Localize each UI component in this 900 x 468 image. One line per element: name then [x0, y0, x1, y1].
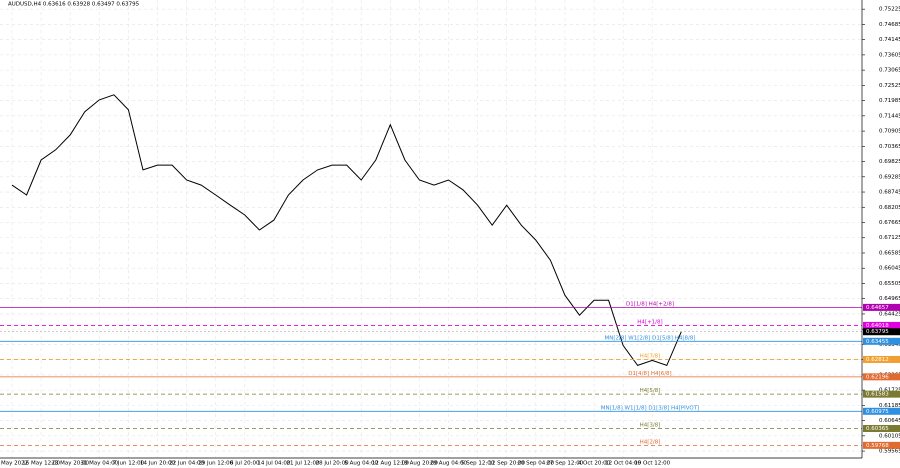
- x-tick-label: 20 Sep 04:00: [517, 461, 554, 467]
- x-tick-label: 31 May 04:00: [80, 461, 118, 467]
- price-tag: [863, 390, 900, 398]
- y-tick-label: 0.74685: [879, 22, 900, 28]
- price-tag: [863, 407, 900, 415]
- price-tag-label: 0.63455: [866, 339, 889, 345]
- y-tick-label: 0.66585: [879, 250, 900, 256]
- x-tick-label: 12 Oct 04:00: [605, 461, 641, 467]
- y-tick-label: 0.65505: [879, 281, 900, 287]
- x-tick-label: 5 Aug 04:00: [344, 461, 378, 467]
- x-tick-label: 22 Jun 04:00: [169, 461, 204, 467]
- y-tick-label: 0.69825: [879, 159, 900, 165]
- chart-title: AUDUSD,H4 0.63616 0.63928 0.63497 0.6379…: [8, 2, 140, 8]
- x-tick-label: 16 May 12:00: [22, 461, 60, 467]
- price-tag-label: 0.62812: [866, 357, 889, 363]
- price-tag: [863, 303, 900, 311]
- x-tick-label: 29 Jun 12:00: [198, 461, 233, 467]
- x-tick-label: 6 Jul 20:00: [230, 461, 260, 467]
- y-tick-label: 0.73605: [879, 52, 900, 58]
- y-tick-label: 0.67125: [879, 235, 900, 241]
- y-tick-label: 0.69285: [879, 174, 900, 180]
- y-tick-label: 0.67665: [879, 220, 900, 226]
- price-tag-label: 0.64657: [866, 305, 889, 311]
- price-tag: [863, 441, 900, 449]
- price-tag: [863, 373, 900, 381]
- price-tag-label: 0.61583: [866, 392, 889, 398]
- y-tick-label: 0.66045: [879, 266, 900, 272]
- y-tick-label: 0.61725: [879, 388, 900, 394]
- level-label: D1[1/8] H4[+2/8]: [626, 301, 674, 307]
- plot: D1[1/8] H4[+2/8] H4[+1/8] MN[2/8] W1[2/8] …: [0, 94, 862, 446]
- current-price-label: 0.63795: [866, 329, 889, 335]
- x-tick-label: 4 Oct 20:00: [578, 461, 611, 467]
- price-tag-label: 0.64018: [866, 323, 889, 329]
- price-tag-label: 0.62196: [866, 374, 889, 380]
- x-tick-label: 19 Aug 20:00: [401, 461, 439, 467]
- price-tag-label: 0.60365: [866, 426, 889, 432]
- price-tag-label: 0.60975: [866, 409, 889, 415]
- x-tick-label: 5 Sep 12:00: [461, 461, 495, 467]
- price-tag: [863, 355, 900, 363]
- price-tag: [863, 337, 900, 345]
- y-tick-label: 0.64965: [879, 296, 900, 302]
- level-label: D1[4/8] H4[6/8]: [628, 371, 671, 377]
- y-tick-label: 0.71985: [879, 98, 900, 104]
- y-tick-label: 0.70905: [879, 129, 900, 135]
- price-tag: [863, 425, 900, 433]
- level-label: MN[1/8] W1[1/8] D1[3/8] H4[PIVOT]: [601, 405, 699, 411]
- y-tick-label: 0.75225: [879, 7, 900, 13]
- level-label: H4[3/8]: [640, 423, 661, 429]
- y-tick-label: 0.59565: [879, 449, 900, 455]
- y-tick-label: 0.72525: [879, 83, 900, 89]
- x-tick-label: 12 Aug 12:00: [372, 461, 410, 467]
- y-tick-label: 0.73065: [879, 68, 900, 74]
- y-tick-label: 0.74145: [879, 37, 900, 43]
- x-tick-label: 12 Sep 20:00: [488, 461, 525, 467]
- price-line: [11, 94, 682, 367]
- level-label: H4[+1/8]: [637, 319, 662, 325]
- x-tick-label: 21 Jul 12:00: [287, 461, 320, 467]
- x-tick-label: 28 Jul 20:00: [316, 461, 349, 467]
- y-tick-label: 0.71445: [879, 113, 900, 119]
- y-tick-label: 0.60645: [879, 418, 900, 424]
- price-tag-label: 0.59768: [866, 443, 889, 449]
- y-tick-label: 0.60105: [879, 433, 900, 439]
- level-label: H4[7/8]: [640, 353, 661, 359]
- x-tick-label: 23 May 20:00: [51, 461, 89, 467]
- y-tick-label: 0.64425: [879, 311, 900, 317]
- y-tick-label: 0.68745: [879, 190, 900, 196]
- grid: [0, 0, 862, 458]
- level-label: MN[2/8] W1[2/8] D1[5/8] H4[8/8]: [605, 335, 696, 341]
- y-tick-label: 0.70365: [879, 144, 900, 150]
- x-tick-label: 29 Aug 04:00: [430, 461, 468, 467]
- x-tick-label: 27 Sep 12:00: [547, 461, 584, 467]
- price-tag: [863, 321, 900, 329]
- level-label: H4[5/8]: [640, 388, 661, 394]
- x-tick-label: 14 Jul 04:00: [257, 461, 290, 467]
- y-tick-label: 0.68205: [879, 205, 900, 211]
- x-tick-label: 19 Oct 12:00: [634, 461, 670, 467]
- x-tick-label: 7 Jun 12:00: [113, 461, 145, 467]
- y-tick-label: 0.63345: [879, 342, 900, 348]
- x-tick-label: 9 May 2022: [0, 461, 28, 467]
- x-tick-label: 14 Jun 20:00: [140, 461, 175, 467]
- current-price-tag: [863, 328, 900, 336]
- level-label: H4[2/8]: [640, 439, 661, 445]
- y-tick-label: 0.61185: [879, 403, 900, 409]
